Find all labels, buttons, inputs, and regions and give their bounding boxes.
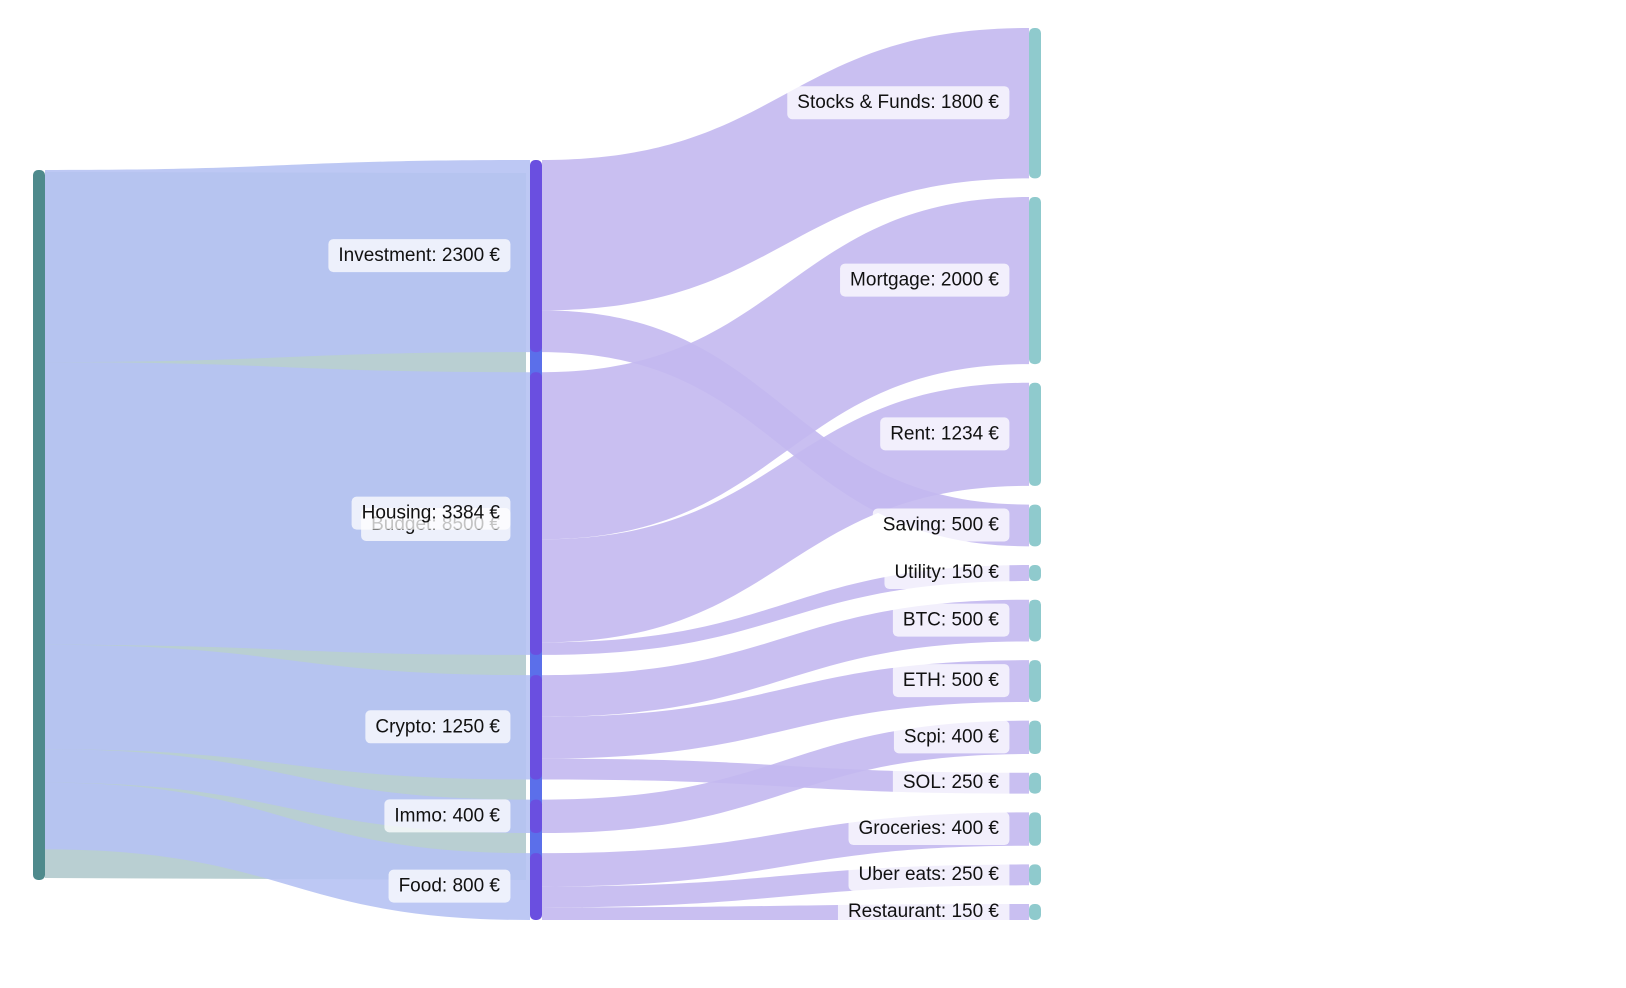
node-housing[interactable] <box>530 372 542 655</box>
label-ubereats: Uber eats: 250 € <box>848 857 1010 891</box>
node-eth[interactable] <box>1029 660 1041 702</box>
node-budget[interactable] <box>33 170 45 880</box>
link-budget-housing[interactable] <box>45 362 530 655</box>
label-bg-eth <box>892 664 1010 698</box>
label-bg-immo <box>384 799 511 833</box>
labels-layer: Budget: 8500 €Investment: 2300 €Housing:… <box>328 86 1010 929</box>
label-bg-groceries <box>848 812 1010 846</box>
label-text-sol: SOL: 250 € <box>903 772 1000 793</box>
node-sol[interactable] <box>1029 772 1041 794</box>
label-bg-food <box>388 869 511 903</box>
label-rent: Rent: 1234 € <box>880 417 1010 451</box>
node-immo[interactable] <box>530 799 542 834</box>
label-text-restaurant: Restaurant: 150 € <box>848 901 999 922</box>
label-bg-investment <box>328 239 511 273</box>
label-bg-saving <box>872 508 1010 542</box>
label-bg-scpi <box>893 720 1010 754</box>
label-mortgage: Mortgage: 2000 € <box>840 263 1010 297</box>
node-crypto[interactable] <box>530 675 542 780</box>
link-budget-crypto[interactable] <box>45 644 530 780</box>
node-stocks[interactable] <box>1029 28 1041 179</box>
label-text-btc: BTC: 500 € <box>903 610 1000 631</box>
label-bg-btc <box>892 603 1010 637</box>
label-groceries: Groceries: 400 € <box>848 812 1010 846</box>
node-investment[interactable] <box>530 160 542 353</box>
label-text-mortgage: Mortgage: 2000 € <box>850 270 999 291</box>
nodes-layer <box>33 28 1041 920</box>
label-text-stocks: Stocks & Funds: 1800 € <box>797 92 999 113</box>
label-text-scpi: Scpi: 400 € <box>904 726 999 747</box>
label-restaurant: Restaurant: 150 € <box>837 895 1010 929</box>
label-bg-mortgage <box>840 263 1010 297</box>
node-mortgage[interactable] <box>1029 197 1041 365</box>
label-text-groceries: Groceries: 400 € <box>859 818 1000 839</box>
label-text-rent: Rent: 1234 € <box>890 423 999 444</box>
label-scpi: Scpi: 400 € <box>893 720 1010 754</box>
label-investment: Investment: 2300 € <box>328 239 511 273</box>
label-eth: ETH: 500 € <box>892 664 1010 698</box>
label-sol: SOL: 250 € <box>892 766 1010 800</box>
node-rent[interactable] <box>1029 382 1041 486</box>
label-btc: BTC: 500 € <box>892 603 1010 637</box>
node-saving[interactable] <box>1029 504 1041 547</box>
label-bg-crypto <box>365 710 511 744</box>
node-btc[interactable] <box>1029 599 1041 642</box>
node-groceries[interactable] <box>1029 812 1041 846</box>
label-bg-ubereats <box>848 857 1010 891</box>
label-bg-sol <box>892 766 1010 800</box>
node-food[interactable] <box>530 853 542 920</box>
label-immo: Immo: 400 € <box>384 799 511 833</box>
node-scpi[interactable] <box>1029 720 1041 755</box>
label-bg-utility <box>884 556 1010 590</box>
node-restaurant[interactable] <box>1029 904 1041 920</box>
label-text-investment: Investment: 2300 € <box>338 245 500 266</box>
label-utility: Utility: 150 € <box>884 556 1010 590</box>
label-food: Food: 800 € <box>388 869 511 903</box>
label-saving: Saving: 500 € <box>872 508 1010 542</box>
label-crypto: Crypto: 1250 € <box>365 710 511 744</box>
label-text-saving: Saving: 500 € <box>883 514 1000 535</box>
label-bg-stocks <box>787 86 1010 120</box>
node-ubereats[interactable] <box>1029 864 1041 886</box>
link-budget-investment[interactable] <box>45 160 530 363</box>
label-text-housing: Housing: 3384 € <box>362 503 501 524</box>
label-housing: Housing: 3384 € <box>351 496 511 530</box>
label-text-crypto: Crypto: 1250 € <box>375 716 500 737</box>
label-text-food: Food: 800 € <box>399 876 501 897</box>
label-bg-rent <box>880 417 1010 451</box>
label-bg-restaurant <box>837 895 1010 929</box>
label-text-immo: Immo: 400 € <box>394 805 500 826</box>
label-text-eth: ETH: 500 € <box>903 670 1000 691</box>
label-bg-housing <box>351 496 511 530</box>
node-utility[interactable] <box>1029 565 1041 582</box>
label-text-utility: Utility: 150 € <box>894 562 999 583</box>
label-text-ubereats: Uber eats: 250 € <box>859 864 1000 885</box>
label-stocks: Stocks & Funds: 1800 € <box>787 86 1010 120</box>
